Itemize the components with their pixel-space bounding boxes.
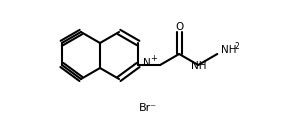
Text: NH: NH (221, 45, 237, 55)
Text: N: N (143, 58, 151, 68)
Text: O: O (175, 22, 183, 32)
Text: Br⁻: Br⁻ (139, 103, 157, 113)
Text: 2: 2 (234, 42, 239, 51)
Text: NH: NH (192, 61, 207, 71)
Text: +: + (150, 54, 157, 63)
